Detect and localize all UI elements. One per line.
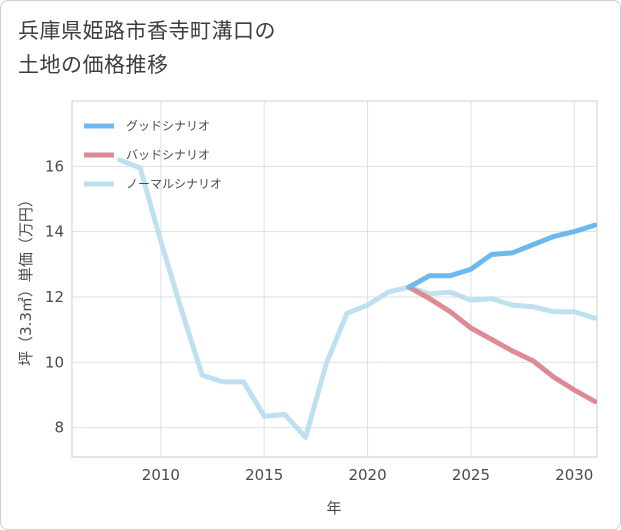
series-line-0 bbox=[406, 222, 597, 290]
chart-title: 兵庫県姫路市香寺町溝口の 土地の価格推移 bbox=[18, 14, 276, 82]
y-tick-label: 8 bbox=[54, 419, 64, 437]
x-tick-labels: 2010 2015 2020 2025 2030 bbox=[142, 466, 594, 484]
y-tick-label: 14 bbox=[45, 223, 64, 241]
title-line-1: 兵庫県姫路市香寺町溝口の bbox=[18, 19, 276, 43]
x-tick-label: 2025 bbox=[452, 466, 490, 484]
x-axis-title: 年 bbox=[326, 499, 341, 517]
x-tick-label: 2015 bbox=[245, 466, 283, 484]
legend-label-1: バッドシナリオ bbox=[126, 148, 210, 162]
plot-area bbox=[71, 100, 598, 458]
x-tick-label: 2030 bbox=[555, 466, 593, 484]
series-line-2 bbox=[117, 157, 597, 440]
y-tick-label: 12 bbox=[45, 288, 64, 306]
series-line-1 bbox=[406, 284, 597, 404]
legend-label-2: ノーマルシナリオ bbox=[126, 177, 222, 191]
y-axis-title: 坪（3.3㎡）単価（万円） bbox=[17, 192, 35, 366]
legend-label-0: グッドシナリオ bbox=[126, 119, 210, 133]
y-tick-label: 10 bbox=[45, 353, 64, 371]
x-tick-label: 2020 bbox=[348, 466, 386, 484]
title-line-2: 土地の価格推移 bbox=[18, 53, 169, 77]
series-lines bbox=[117, 157, 597, 440]
x-tick-label: 2010 bbox=[142, 466, 180, 484]
y-tick-labels: 8 10 12 14 16 bbox=[45, 157, 64, 436]
y-tick-label: 16 bbox=[45, 157, 64, 175]
